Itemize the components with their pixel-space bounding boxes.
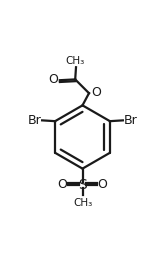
Text: Br: Br — [124, 114, 137, 127]
Text: S: S — [78, 178, 87, 192]
Text: O: O — [91, 86, 101, 99]
Text: CH₃: CH₃ — [73, 198, 92, 208]
Text: O: O — [48, 73, 58, 86]
Text: O: O — [58, 178, 68, 191]
Text: CH₃: CH₃ — [66, 56, 85, 66]
Text: O: O — [97, 178, 107, 191]
Text: Br: Br — [28, 114, 41, 127]
